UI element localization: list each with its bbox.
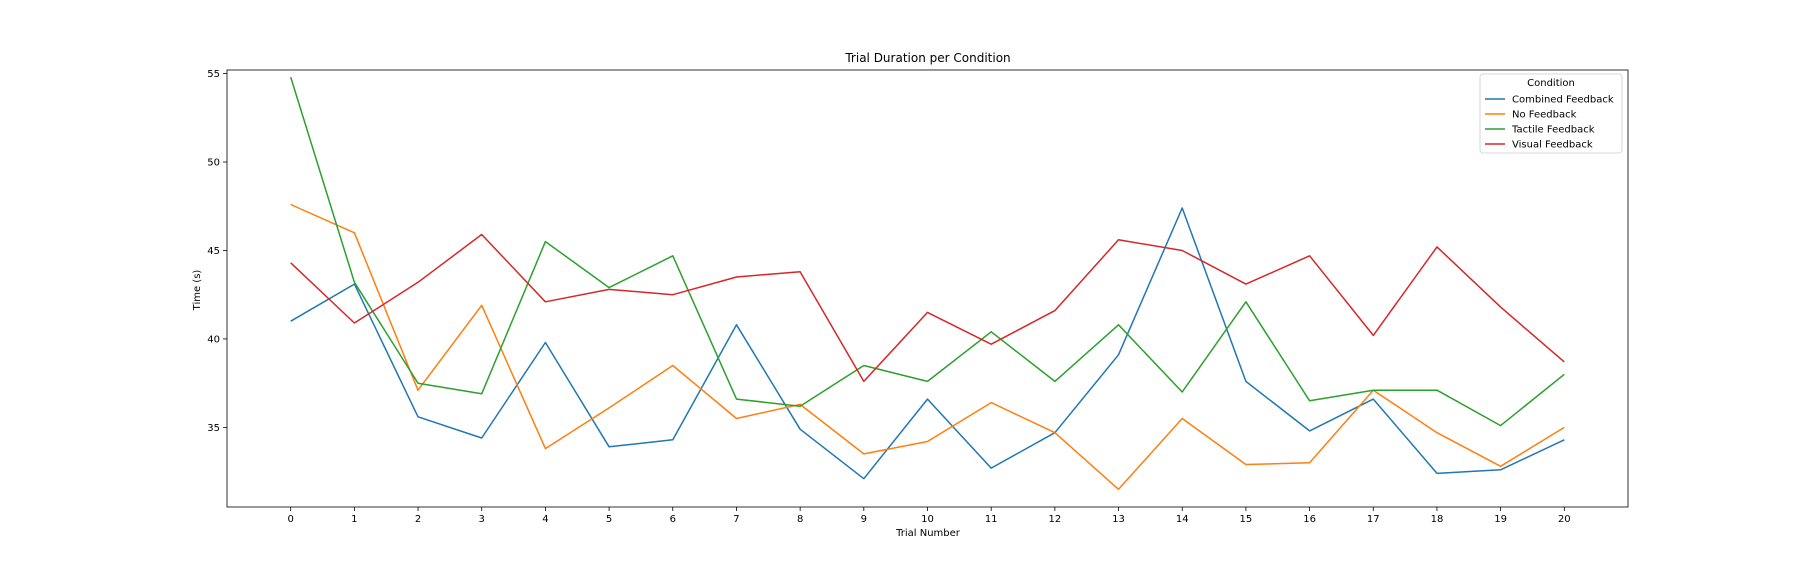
y-tick-label: 50 — [207, 158, 220, 169]
x-tick-label: 7 — [733, 514, 739, 525]
series-line-tactile-feedback — [289, 76, 1565, 427]
y-tick-label: 40 — [207, 334, 220, 345]
chart-title: Trial Duration per Condition — [844, 51, 1010, 65]
legend-label: Visual Feedback — [1512, 140, 1593, 151]
x-tick-label: 20 — [1558, 514, 1571, 525]
legend-box — [1479, 73, 1623, 154]
x-tick-label: 10 — [921, 514, 934, 525]
x-tick-label: 17 — [1367, 514, 1380, 525]
series-line-no-feedback — [290, 203, 1565, 491]
plot-area: 0 1 2 3 4 5 6 7 8 9 10 11 12 13 14 15 16 17 18 19 2035404550… — [207, 69, 1629, 525]
x-tick-label: 14 — [1176, 514, 1189, 525]
x-tick-label: 0 — [287, 514, 293, 525]
legend-title: Condition — [1527, 78, 1575, 89]
x-tick-label: 8 — [797, 514, 803, 525]
series-line-combined-feedback — [290, 207, 1565, 480]
x-tick-label: 11 — [985, 514, 998, 525]
x-tick-label: 4 — [542, 514, 548, 525]
x-tick-label: 18 — [1431, 514, 1444, 525]
y-tick-label: 55 — [207, 69, 220, 80]
x-tick-label: 9 — [861, 514, 867, 525]
x-tick-label: 1 — [351, 514, 357, 525]
x-tick-label: 6 — [670, 514, 676, 525]
series-line-visual-feedback — [290, 233, 1565, 383]
x-tick-label: 3 — [479, 514, 485, 525]
x-tick-label: 13 — [1112, 514, 1125, 525]
x-tick-label: 2 — [415, 514, 421, 525]
x-tick-label: 16 — [1303, 514, 1316, 525]
x-tick-label: 15 — [1240, 514, 1253, 525]
y-tick-label: 35 — [207, 423, 220, 434]
legend-label: No Feedback — [1512, 110, 1577, 121]
x-tick-label: 5 — [606, 514, 612, 525]
legend-label: Tactile Feedback — [1511, 125, 1595, 136]
x-axis-label: Trial Number — [895, 528, 961, 539]
legend-label: Combined Feedback — [1512, 95, 1614, 106]
y-tick-label: 45 — [207, 246, 220, 257]
x-tick-label: 12 — [1048, 514, 1061, 525]
y-axis-label: Time (s) — [192, 270, 203, 312]
legend: Condition Combined Feedback No Feedback Tac… — [1479, 73, 1623, 154]
x-tick-label: 19 — [1494, 514, 1507, 525]
